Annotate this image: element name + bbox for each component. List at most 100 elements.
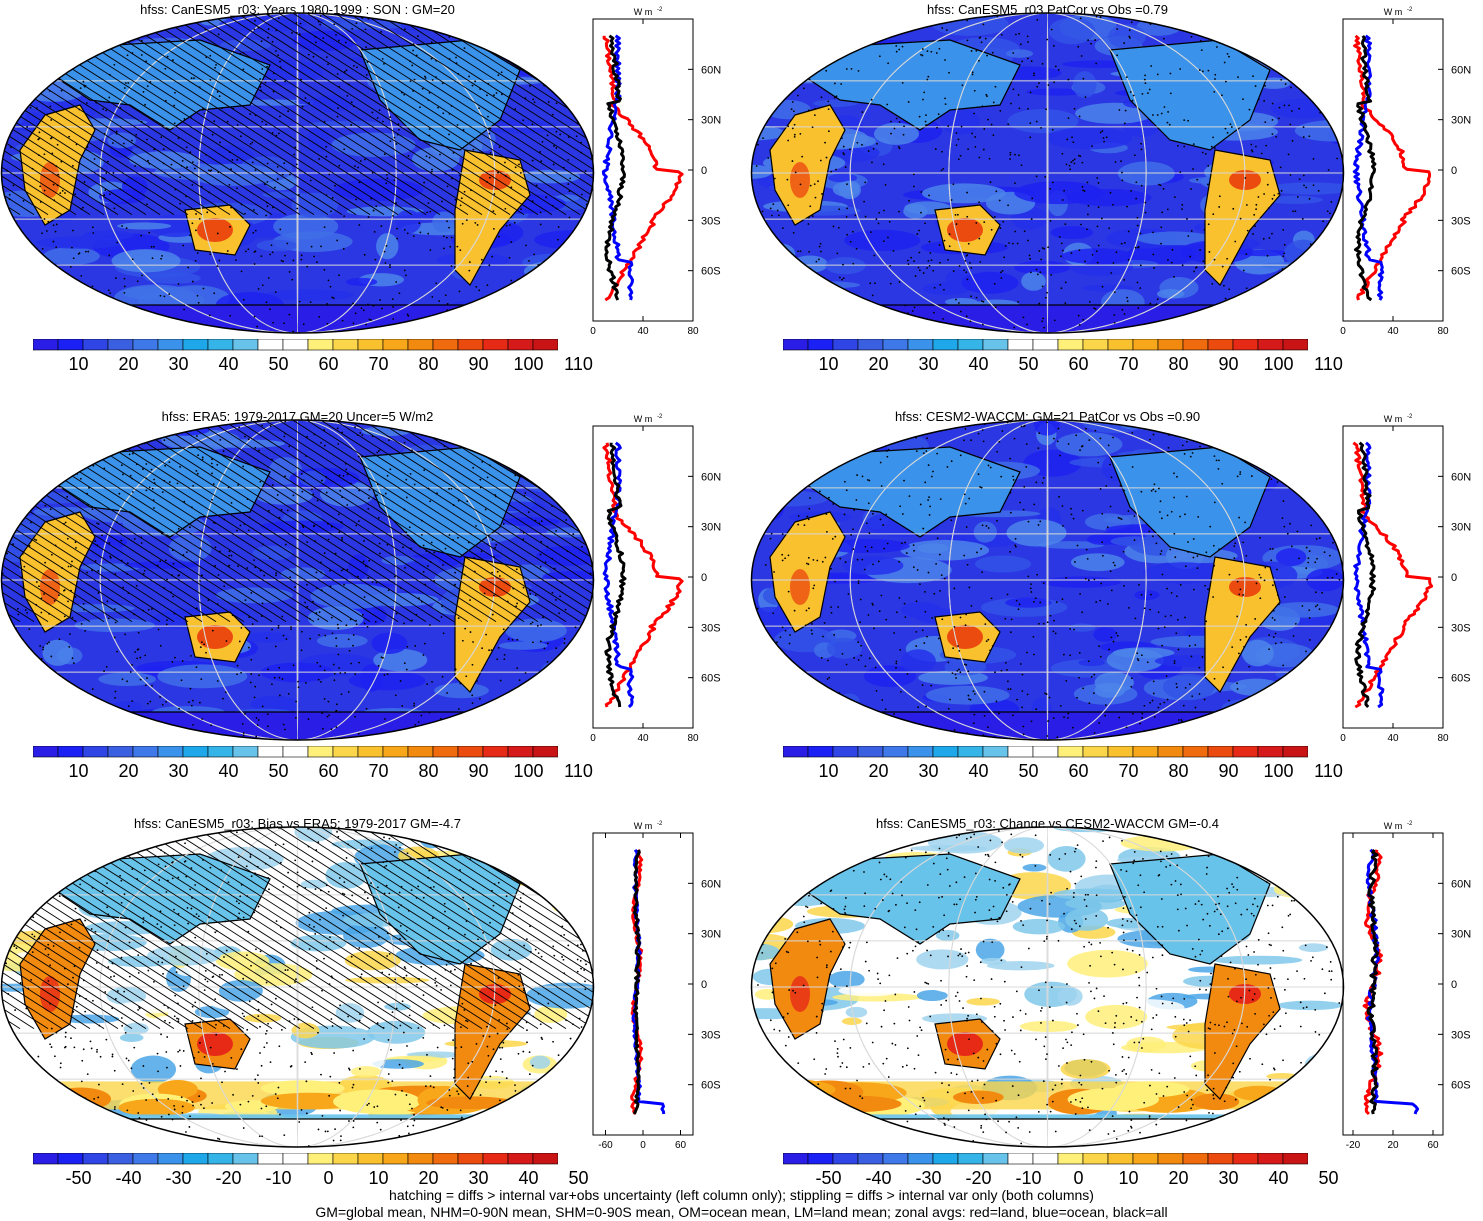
colorbar-label: 50 [268,761,289,781]
colorbar-swatch [807,339,834,351]
zonal-x-tick-label: 40 [1387,326,1399,337]
colorbar-swatch [332,746,359,758]
colorbar-swatch [332,1153,359,1165]
colorbar-label: 20 [118,354,139,374]
colorbar-label: 10 [818,354,839,374]
colorbar-swatch [82,339,109,351]
panel-p6: hfss: CanESM5_r03: Change vs CESM2-WACCM… [750,814,1483,1214]
robinson-map [750,419,1345,741]
colorbar-swatch [882,339,909,351]
colorbar-swatch [57,746,84,758]
colorbar-swatch [1107,746,1134,758]
map-title: hfss: CESM2-WACCM: GM=21 PatCor vs Obs =… [894,409,1201,424]
lat-tick-label: 0 [701,165,707,177]
zonal-x-tick-label: 80 [1437,733,1449,744]
colorbar-label: 80 [418,761,439,781]
colorbar-label: 0 [323,1168,334,1188]
colorbar-label: 40 [218,354,239,374]
zonal-unit-label: W m [634,414,653,424]
lat-tick-label: 60N [701,878,721,890]
colorbar [33,339,558,351]
colorbar-label: 50 [1018,354,1039,374]
colorbar-label: 50 [568,1168,589,1188]
colorbar-swatch [1182,339,1209,351]
colorbar-label: 70 [1118,761,1139,781]
colorbar-label: 50 [268,354,289,374]
robinson-map [0,419,595,741]
colorbar-labels: 10 20 30 40 50 60 70 80 90 100 110 [783,761,1342,783]
lat-tick-label: 0 [1451,572,1457,584]
colorbar-swatch [882,1153,909,1165]
colorbar-swatch [1182,746,1209,758]
colorbar-swatch [1232,1153,1259,1165]
colorbar-swatch [257,1153,284,1165]
zonal-curve [602,35,684,302]
colorbar-label: 70 [368,354,389,374]
zonal-curve [604,34,626,301]
zonal-x-tick-label: 20 [1387,1140,1399,1151]
colorbar-swatch [257,339,284,351]
colorbar-label: -30 [165,1168,192,1188]
colorbar-label: 110 [564,761,593,781]
colorbar-swatch [357,1153,384,1165]
colorbar-swatch [1007,746,1034,758]
lat-tick-label: 30S [701,622,721,634]
colorbar-swatch [1057,339,1084,351]
colorbar-swatch [57,1153,84,1165]
colorbar-swatch [1282,339,1308,351]
colorbar-swatch [932,1153,959,1165]
lat-tick-label: 0 [701,979,707,991]
lat-tick-label: 30S [701,215,721,227]
colorbar-swatch [457,1153,484,1165]
colorbar-swatch [1257,339,1284,351]
lat-tick-label: 0 [1451,979,1457,991]
colorbar-label: -50 [65,1168,92,1188]
zonal-x-tick-label: 40 [637,733,649,744]
colorbar-swatch [1182,1153,1209,1165]
colorbar-swatch [907,339,934,351]
zonal-mean-plot: W m -2 60N 30N 0 30S 60S 0 40 80 [1340,414,1471,744]
colorbar-label: -50 [815,1168,842,1188]
colorbar-swatch [157,1153,184,1165]
robinson-map [750,826,1345,1148]
colorbar-label: 80 [1168,761,1189,781]
lat-tick-label: 0 [701,572,707,584]
colorbar-labels: 10 20 30 40 50 60 70 80 90 100 110 [783,354,1342,376]
colorbar-label: 30 [918,761,939,781]
zonal-x-tick-label: 40 [1387,733,1399,744]
colorbar-swatch [957,1153,984,1165]
colorbar-swatch [1157,1153,1184,1165]
colorbar-label: 10 [818,761,839,781]
colorbar-swatch [282,746,309,758]
colorbar-swatch [457,746,484,758]
lat-tick-label: 30S [1451,622,1471,634]
zonal-unit-exponent: -2 [1407,821,1413,827]
colorbar-swatch [982,1153,1009,1165]
colorbar-swatch [107,339,134,351]
colorbar-swatch [357,746,384,758]
colorbar-label: 110 [1314,761,1343,781]
colorbar-swatch [1032,746,1059,758]
lat-tick-label: 30N [701,522,721,534]
colorbar-swatch [532,746,558,758]
zonal-x-tick-label: 0 [1340,733,1346,744]
colorbar-label: 70 [1118,354,1139,374]
zonal-x-tick-label: -60 [598,1140,613,1151]
colorbar-swatch [407,1153,434,1165]
zonal-x-tick-label: 60 [1427,1140,1439,1151]
colorbar-swatch [382,746,409,758]
lat-tick-label: 30S [1451,1029,1471,1041]
colorbar-swatch [932,339,959,351]
colorbar-swatch [783,746,809,758]
colorbar-label: 30 [918,354,939,374]
colorbar-label: -10 [1015,1168,1042,1188]
colorbar-label: 80 [1168,354,1189,374]
robinson-map [0,826,595,1148]
colorbar-label: 90 [1218,761,1239,781]
colorbar-swatch [1207,1153,1234,1165]
panel-p5: hfss: CanESM5_r03: Bias vs ERA5: 1979-20… [0,814,735,1214]
colorbar-swatch [207,746,234,758]
map-title: hfss: ERA5: 1979-2017 GM=20 Uncer=5 W/m2 [161,409,434,424]
colorbar-swatch [907,746,934,758]
colorbar-swatch [957,746,984,758]
